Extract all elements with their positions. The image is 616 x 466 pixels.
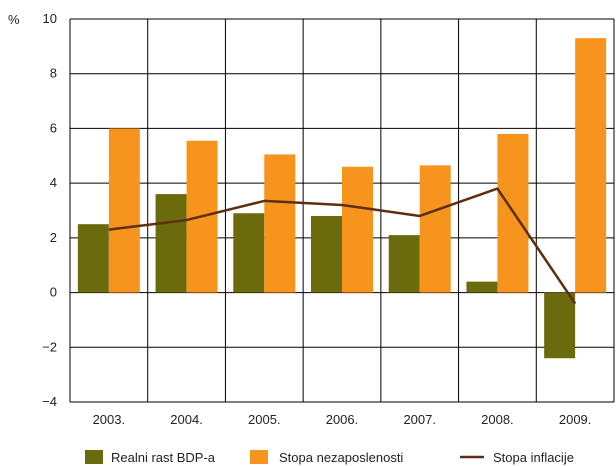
y-tick-label: −2 [42, 339, 57, 354]
bar-unemployment [575, 38, 607, 293]
x-tick-label: 2003. [93, 412, 126, 427]
bar-gdp-growth [544, 292, 576, 359]
bar-unemployment [264, 154, 296, 293]
x-tick-label: 2004. [170, 412, 203, 427]
y-axis-unit-label: % [8, 12, 20, 27]
axes: % [8, 12, 20, 27]
inflation-line-layer [108, 187, 577, 305]
y-tick-labels: 10 8 6 4 2 0 −2 −4 [42, 11, 57, 409]
bar-unemployment [419, 165, 451, 293]
legend-swatch-unemployment [250, 450, 268, 464]
x-tick-label: 2007. [403, 412, 436, 427]
bar-gdp-growth [233, 213, 265, 293]
x-tick-label: 2008. [481, 412, 514, 427]
bar-gdp-growth [155, 194, 187, 293]
legend-label-unemployment: Stopa nezaposlenosti [279, 450, 403, 465]
legend-label-inflation: Stopa inflacije [493, 450, 574, 465]
bar-gdp-growth [466, 281, 498, 293]
bar-gdp-growth [311, 215, 342, 293]
y-tick-label: 2 [50, 230, 57, 245]
bar-unemployment [342, 166, 373, 293]
y-tick-label: 4 [50, 175, 57, 190]
legend: Realni rast BDP-a Stopa nezaposlenosti S… [85, 450, 574, 465]
y-tick-label: −4 [42, 394, 57, 409]
y-tick-label: 0 [50, 285, 57, 300]
legend-label-gdp: Realni rast BDP-a [111, 450, 216, 465]
x-tick-label: 2006. [326, 412, 359, 427]
bars [77, 38, 607, 359]
x-tick-label: 2009. [559, 412, 592, 427]
x-tick-label: 2005. [248, 412, 281, 427]
legend-swatch-gdp [85, 450, 103, 464]
y-tick-label: 6 [50, 120, 57, 135]
bar-gdp-growth [388, 235, 420, 293]
y-tick-label: 10 [43, 11, 57, 26]
bar-unemployment [108, 128, 140, 293]
bar-gdp-growth [77, 224, 109, 293]
x-tick-labels: 2003. 2004. 2005. 2006. 2007. 2008. 2009. [93, 412, 592, 427]
y-tick-label: 8 [50, 66, 57, 81]
inflation-line [108, 187, 577, 305]
